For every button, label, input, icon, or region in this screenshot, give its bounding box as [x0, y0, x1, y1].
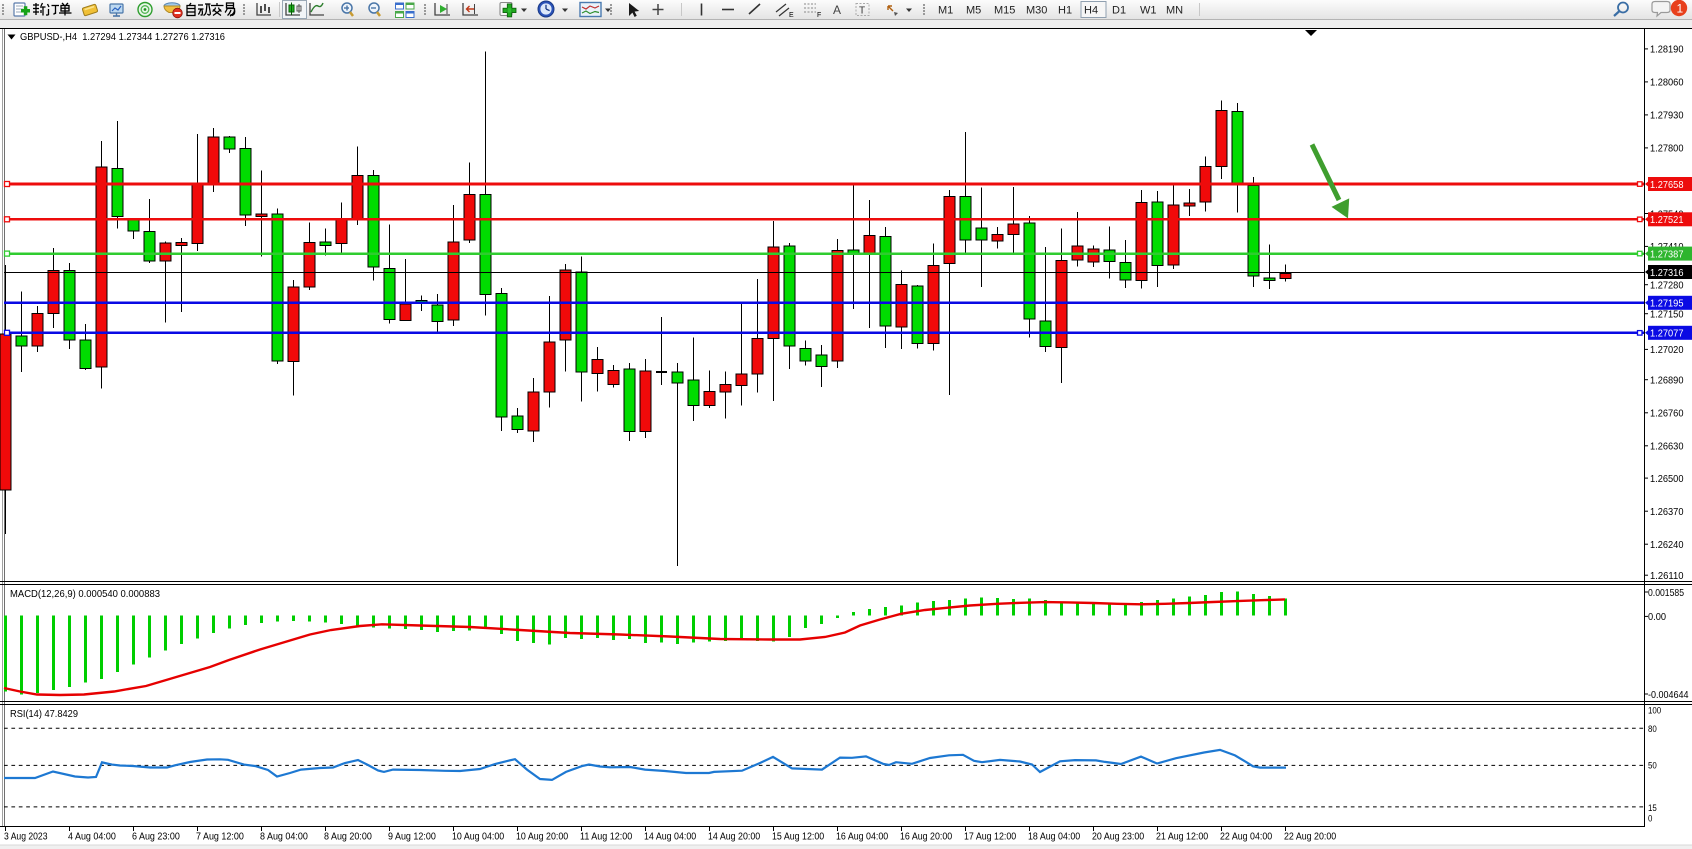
- svg-text:17 Aug 12:00: 17 Aug 12:00: [964, 832, 1017, 843]
- svg-text:0.00: 0.00: [1648, 611, 1666, 623]
- svg-text:1.27521: 1.27521: [1650, 214, 1684, 226]
- svg-text:D1: D1: [1112, 5, 1126, 17]
- svg-text:MACD(12,26,9) 0.000540 0.00088: MACD(12,26,9) 0.000540 0.000883: [10, 588, 160, 600]
- svg-text:10 Aug 04:00: 10 Aug 04:00: [452, 832, 505, 843]
- svg-text:MN: MN: [1166, 5, 1183, 17]
- svg-text:M5: M5: [966, 5, 981, 17]
- svg-text:1.27387: 1.27387: [1650, 248, 1684, 260]
- svg-text:22 Aug 20:00: 22 Aug 20:00: [1284, 832, 1337, 843]
- svg-text:1.26760: 1.26760: [1650, 408, 1684, 420]
- svg-text:1.26370: 1.26370: [1650, 506, 1684, 518]
- svg-text:11 Aug 12:00: 11 Aug 12:00: [580, 832, 633, 843]
- svg-text:H4: H4: [1084, 5, 1098, 17]
- svg-text:1.27020: 1.27020: [1650, 344, 1684, 356]
- svg-text:14 Aug 04:00: 14 Aug 04:00: [644, 832, 697, 843]
- svg-text:M15: M15: [994, 5, 1015, 17]
- svg-text:0: 0: [1648, 814, 1652, 825]
- svg-text:16 Aug 20:00: 16 Aug 20:00: [900, 832, 953, 843]
- svg-text:16 Aug 04:00: 16 Aug 04:00: [836, 832, 889, 843]
- svg-text:0.001585: 0.001585: [1648, 587, 1684, 599]
- svg-text:10 Aug 20:00: 10 Aug 20:00: [516, 832, 569, 843]
- svg-text:22 Aug 04:00: 22 Aug 04:00: [1220, 832, 1273, 843]
- svg-text:F: F: [817, 12, 821, 19]
- svg-text:1.28060: 1.28060: [1650, 77, 1684, 89]
- svg-text:1.27930: 1.27930: [1650, 110, 1684, 122]
- svg-text:RSI(14) 47.8429: RSI(14) 47.8429: [10, 708, 78, 720]
- svg-text:M1: M1: [938, 5, 953, 17]
- svg-text:E: E: [789, 12, 794, 19]
- svg-text:4 Aug 04:00: 4 Aug 04:00: [68, 832, 116, 843]
- svg-text:9 Aug 12:00: 9 Aug 12:00: [388, 832, 436, 843]
- svg-text:50: 50: [1648, 761, 1657, 772]
- svg-text:1.26890: 1.26890: [1650, 375, 1684, 387]
- svg-text:1.27280: 1.27280: [1650, 280, 1684, 292]
- svg-text:M30: M30: [1026, 5, 1047, 17]
- svg-text:1.28190: 1.28190: [1650, 44, 1684, 56]
- svg-text:1.26110: 1.26110: [1650, 570, 1684, 582]
- svg-text:A: A: [833, 3, 841, 17]
- svg-text:18 Aug 04:00: 18 Aug 04:00: [1028, 832, 1081, 843]
- svg-text:-0.004644: -0.004644: [1648, 689, 1689, 701]
- svg-text:1.26500: 1.26500: [1650, 473, 1684, 485]
- svg-text:1.26630: 1.26630: [1650, 441, 1684, 453]
- svg-text:8 Aug 20:00: 8 Aug 20:00: [324, 832, 372, 843]
- svg-text:3 Aug 2023: 3 Aug 2023: [4, 832, 48, 843]
- svg-text:100: 100: [1648, 705, 1661, 716]
- svg-text:W1: W1: [1140, 5, 1157, 17]
- svg-text:H1: H1: [1058, 5, 1072, 17]
- svg-text:1: 1: [1677, 2, 1684, 16]
- svg-text:15 Aug 12:00: 15 Aug 12:00: [772, 832, 825, 843]
- svg-text:21 Aug 12:00: 21 Aug 12:00: [1156, 832, 1209, 843]
- svg-text:1.27800: 1.27800: [1650, 143, 1684, 155]
- svg-text:1.27316: 1.27316: [1650, 267, 1684, 279]
- svg-text:80: 80: [1648, 724, 1657, 735]
- svg-text:20 Aug 23:00: 20 Aug 23:00: [1092, 832, 1145, 843]
- svg-text:1.26240: 1.26240: [1650, 539, 1684, 551]
- svg-text:1.27077: 1.27077: [1650, 328, 1684, 340]
- svg-text:1.27195: 1.27195: [1650, 298, 1684, 310]
- svg-text:6 Aug 23:00: 6 Aug 23:00: [132, 832, 180, 843]
- svg-text:7 Aug 12:00: 7 Aug 12:00: [196, 832, 244, 843]
- svg-text:14 Aug 20:00: 14 Aug 20:00: [708, 832, 761, 843]
- svg-text:GBPUSD-,H4 1.27294 1.27344 1.: GBPUSD-,H4 1.27294 1.27344 1.27276 1.273…: [20, 31, 225, 43]
- svg-text:1.27150: 1.27150: [1650, 309, 1684, 321]
- svg-text:T: T: [859, 6, 865, 17]
- svg-text:8 Aug 04:00: 8 Aug 04:00: [260, 832, 308, 843]
- svg-text:1.27658: 1.27658: [1650, 179, 1684, 191]
- svg-text:15: 15: [1648, 803, 1657, 814]
